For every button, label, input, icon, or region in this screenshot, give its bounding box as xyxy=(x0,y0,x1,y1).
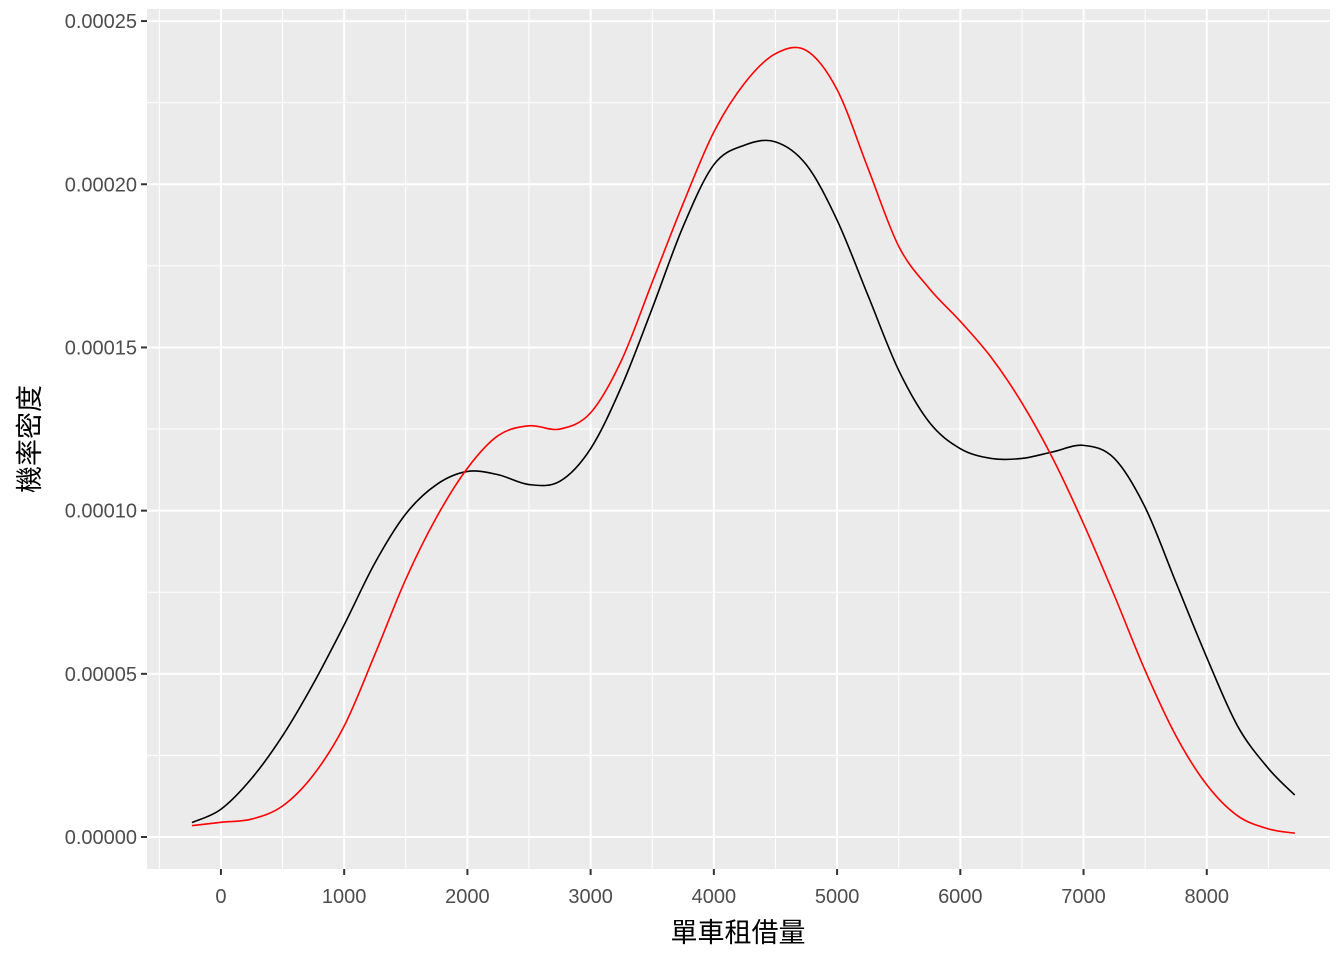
y-axis-tick-labels: 0.00000 0.00005 0.00010 0.00015 0.00020 0.000… xyxy=(65,11,137,849)
y-tick-label: 0.00005 xyxy=(65,664,137,686)
x-tick-label: 3000 xyxy=(568,886,613,908)
x-tick-label: 8000 xyxy=(1185,886,1230,908)
x-tick-label: 6000 xyxy=(938,886,983,908)
y-tick-label: 0.00015 xyxy=(65,337,137,359)
axis-ticks xyxy=(141,20,1208,875)
x-axis-tick-labels: 0 1000 2000 3000 4000 5000 6000 7000 8000 xyxy=(215,886,1229,908)
series-lines xyxy=(191,46,1296,834)
x-tick-label: 1000 xyxy=(322,886,367,908)
density-line-2 xyxy=(191,46,1296,834)
y-axis-title: 機率密度 xyxy=(15,385,46,493)
x-tick-label: 5000 xyxy=(815,886,860,908)
y-tick-label: 0.00000 xyxy=(65,827,137,849)
x-axis-title: 單車租借量 xyxy=(671,918,806,949)
y-tick-label: 0.00010 xyxy=(65,501,137,523)
x-tick-label: 0 xyxy=(215,886,226,908)
y-tick-label: 0.00025 xyxy=(65,11,137,33)
x-tick-label: 2000 xyxy=(445,886,490,908)
y-tick-label: 0.00020 xyxy=(65,174,137,196)
major-gridlines xyxy=(147,9,1330,869)
plot-panel xyxy=(147,9,1330,869)
x-tick-label: 7000 xyxy=(1061,886,1106,908)
x-tick-label: 4000 xyxy=(692,886,737,908)
density-line-1 xyxy=(191,139,1296,824)
